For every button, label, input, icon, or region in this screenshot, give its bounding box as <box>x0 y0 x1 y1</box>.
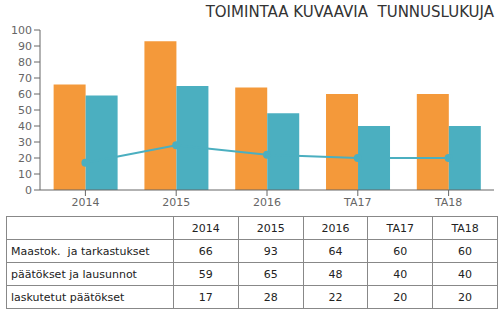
svg-text:10: 10 <box>18 168 32 181</box>
html-text:64: 64 <box>328 244 343 258</box>
html-text:20: 20 <box>393 290 408 304</box>
svg-text:TA18: TA18 <box>434 196 462 209</box>
html-text:päätökset ja lausunnot: päätökset ja lausunnot <box>11 267 137 281</box>
svg-text:80: 80 <box>18 56 32 69</box>
svg-text:70: 70 <box>18 72 32 85</box>
svg-text:2015: 2015 <box>162 196 190 209</box>
html-text:2014: 2014 <box>191 221 220 235</box>
html-text:Maastok. ja tarkastukset: Maastok. ja tarkastukset <box>11 244 150 258</box>
svg-text:TA17: TA17 <box>343 196 371 209</box>
html-text:22: 22 <box>328 290 343 304</box>
html-text:66: 66 <box>198 244 213 258</box>
svg-text:20: 20 <box>18 152 32 165</box>
html-text:40: 40 <box>458 267 473 281</box>
svg-text:30: 30 <box>18 136 32 149</box>
html-text:59: 59 <box>198 267 213 281</box>
html-text:93: 93 <box>263 244 278 258</box>
svg-text:100: 100 <box>11 24 32 37</box>
svg-text:90: 90 <box>18 40 32 53</box>
svg-text:40: 40 <box>18 120 32 133</box>
html-text:laskutetut päätökset: laskutetut päätökset <box>11 290 125 304</box>
html-text:20: 20 <box>458 290 473 304</box>
html-text:40: 40 <box>393 267 408 281</box>
svg-text:0: 0 <box>25 184 32 197</box>
html-text:17: 17 <box>198 290 213 304</box>
html-text:60: 60 <box>458 244 473 258</box>
svg-text:2014: 2014 <box>71 196 99 209</box>
html-text:2016: 2016 <box>321 221 350 235</box>
html-text:48: 48 <box>328 267 343 281</box>
svg-text:60: 60 <box>18 88 32 101</box>
html-text:2015: 2015 <box>256 221 285 235</box>
svg-text:2016: 2016 <box>253 196 281 209</box>
html-text:28: 28 <box>263 290 278 304</box>
html-text:TA17: TA17 <box>386 221 414 235</box>
svg-text:50: 50 <box>18 104 32 117</box>
html-text:65: 65 <box>263 267 278 281</box>
html-text:TA18: TA18 <box>451 221 479 235</box>
html-text:TOIMINTAA KUVAAVIA TUNNUSLUKUJ: TOIMINTAA KUVAAVIA TUNNUSLUKUJA <box>205 3 494 21</box>
html-text:60: 60 <box>393 244 408 258</box>
